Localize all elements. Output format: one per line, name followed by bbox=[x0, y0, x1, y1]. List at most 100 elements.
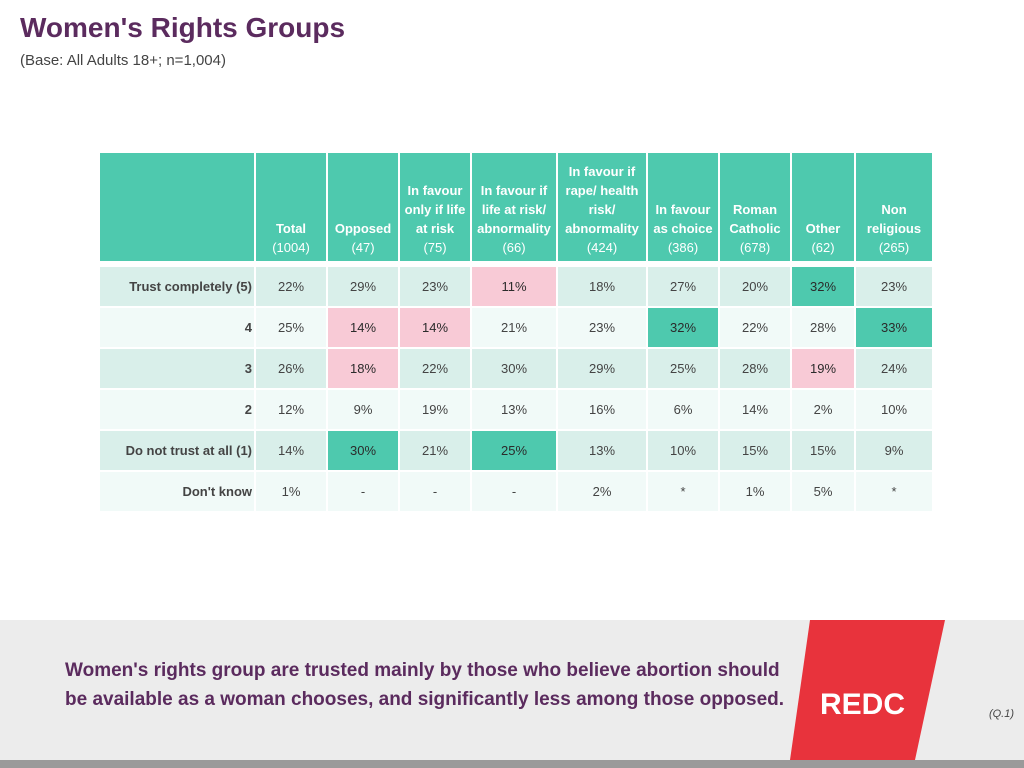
table-cell: 15% bbox=[792, 431, 854, 472]
table-row: 3 26% 18% 22% 30% 29% 25% 28% 19% 24% bbox=[100, 349, 932, 390]
table-cell: 18% bbox=[558, 261, 646, 308]
table-cell: 27% bbox=[648, 261, 718, 308]
column-header-line: In favour bbox=[407, 183, 463, 198]
row-label: Don't know bbox=[100, 472, 254, 513]
column-header-line: Non bbox=[881, 202, 907, 217]
column-base: (424) bbox=[586, 240, 618, 255]
table-cell: 28% bbox=[792, 308, 854, 349]
table-cell: 11% bbox=[472, 261, 556, 308]
table-cell: 32% bbox=[648, 308, 718, 349]
table-cell: - bbox=[400, 472, 470, 513]
column-header-2: In favour only if life at risk (75) bbox=[400, 153, 470, 261]
table-cell: 12% bbox=[256, 390, 326, 431]
column-header-0: Total (1004) bbox=[256, 153, 326, 261]
footer-strip bbox=[0, 760, 1024, 768]
column-base: (66) bbox=[502, 240, 526, 255]
table-row: 4 25% 14% 14% 21% 23% 32% 22% 28% 33% bbox=[100, 308, 932, 349]
table-row: Don't know 1% - - -2% * 1% 5% * bbox=[100, 472, 932, 513]
column-header-line: religious bbox=[866, 221, 922, 236]
column-header-line: In favour if bbox=[480, 183, 548, 198]
table-cell: 21% bbox=[472, 308, 556, 349]
table-cell: 22% bbox=[256, 261, 326, 308]
table-cell: 21% bbox=[400, 431, 470, 472]
table-cell: 23% bbox=[856, 261, 932, 308]
table-cell: 10% bbox=[648, 431, 718, 472]
table-body: Trust completely (5) 22% 29% 23% 11% 18% 27% 20… bbox=[100, 261, 932, 513]
page-subtitle: (Base: All Adults 18+; n=1,004) bbox=[20, 52, 226, 69]
column-header-3: In favour if life at risk/abnormality (66) bbox=[472, 153, 556, 261]
table-cell: 22% bbox=[400, 349, 470, 390]
table-cell: 10% bbox=[856, 390, 932, 431]
column-header-line: Catholic bbox=[729, 221, 781, 236]
row-label: 3 bbox=[100, 349, 254, 390]
column-header-line: abnormality bbox=[477, 221, 551, 236]
column-header-line: at risk bbox=[415, 221, 455, 236]
table-cell: 2% bbox=[792, 390, 854, 431]
table-cell: 25% bbox=[648, 349, 718, 390]
table-cell: 9% bbox=[328, 390, 398, 431]
table-row: 2 12% 9% 19% 13% 16% 6% 14% 2% 10% bbox=[100, 390, 932, 431]
table-cell: 1% bbox=[720, 472, 790, 513]
column-header-line: In favour if bbox=[568, 164, 636, 179]
redc-logo: REDC bbox=[790, 620, 945, 760]
table-cell: 23% bbox=[558, 308, 646, 349]
column-header-line: In favour bbox=[655, 202, 711, 217]
table-cell: 26% bbox=[256, 349, 326, 390]
table-cell: 5% bbox=[792, 472, 854, 513]
page-title: Women's Rights Groups bbox=[20, 12, 346, 43]
table-cell: 14% bbox=[328, 308, 398, 349]
table-cell: 14% bbox=[400, 308, 470, 349]
column-header-7: Other (62) bbox=[792, 153, 854, 261]
column-header-line: risk/ bbox=[588, 202, 616, 217]
table-cell: * bbox=[648, 472, 718, 513]
column-header-5: In favour as choice (386) bbox=[648, 153, 718, 261]
header-row: Total (1004) Opposed (47) In favour only if l… bbox=[100, 153, 932, 261]
table-cell: 20% bbox=[720, 261, 790, 308]
table-cell: 14% bbox=[256, 431, 326, 472]
table-cell: 24% bbox=[856, 349, 932, 390]
table-cell: 16% bbox=[558, 390, 646, 431]
row-label: 4 bbox=[100, 308, 254, 349]
column-base: (1004) bbox=[272, 240, 310, 255]
table-row: Do not trust at all (1) 14% 30% 21% 25% 13% 10… bbox=[100, 431, 932, 472]
table-cell: 32% bbox=[792, 261, 854, 308]
column-base: (265) bbox=[878, 240, 910, 255]
table-cell: 2% bbox=[558, 472, 646, 513]
logo-text: REDC bbox=[820, 688, 905, 721]
row-label: Do not trust at all (1) bbox=[100, 431, 254, 472]
row-label: 2 bbox=[100, 390, 254, 431]
column-base: (386) bbox=[667, 240, 699, 255]
column-header-1: Opposed (47) bbox=[328, 153, 398, 261]
table-cell: 25% bbox=[472, 431, 556, 472]
table-cell: 25% bbox=[256, 308, 326, 349]
key-finding-text: Women's rights group are trusted mainly … bbox=[65, 660, 785, 710]
table-cell: 15% bbox=[720, 431, 790, 472]
column-header-line: Opposed bbox=[334, 221, 392, 236]
column-header-line: life at risk/ bbox=[481, 202, 547, 217]
table-cell: 22% bbox=[720, 308, 790, 349]
table-cell: 19% bbox=[400, 390, 470, 431]
table-cell: - bbox=[328, 472, 398, 513]
table-cell: 9% bbox=[856, 431, 932, 472]
table-cell: 30% bbox=[472, 349, 556, 390]
results-table-container: Total (1004) Opposed (47) In favour only if l… bbox=[98, 153, 934, 513]
column-base: (47) bbox=[351, 240, 375, 255]
column-header-line: Roman bbox=[732, 202, 778, 217]
table-cell: 28% bbox=[720, 349, 790, 390]
table-cell: 1% bbox=[256, 472, 326, 513]
column-base: (62) bbox=[811, 240, 835, 255]
table-cell: - bbox=[472, 472, 556, 513]
row-label: Trust completely (5) bbox=[100, 261, 254, 308]
table-cell: * bbox=[856, 472, 932, 513]
column-header-line: Other bbox=[805, 221, 841, 236]
column-base: (678) bbox=[739, 240, 771, 255]
logo-red-shape bbox=[790, 620, 945, 760]
table-cell: 29% bbox=[558, 349, 646, 390]
column-header-4: In favour if rape/ health risk/abnormality… bbox=[558, 153, 646, 261]
question-reference: (Q.1) bbox=[988, 708, 1014, 720]
column-header-6: Roman Catholic (678) bbox=[720, 153, 790, 261]
table-cell: 33% bbox=[856, 308, 932, 349]
table-cell: 18% bbox=[328, 349, 398, 390]
table-cell: 13% bbox=[558, 431, 646, 472]
table-row: Trust completely (5) 22% 29% 23% 11% 18% 27% 20… bbox=[100, 261, 932, 308]
